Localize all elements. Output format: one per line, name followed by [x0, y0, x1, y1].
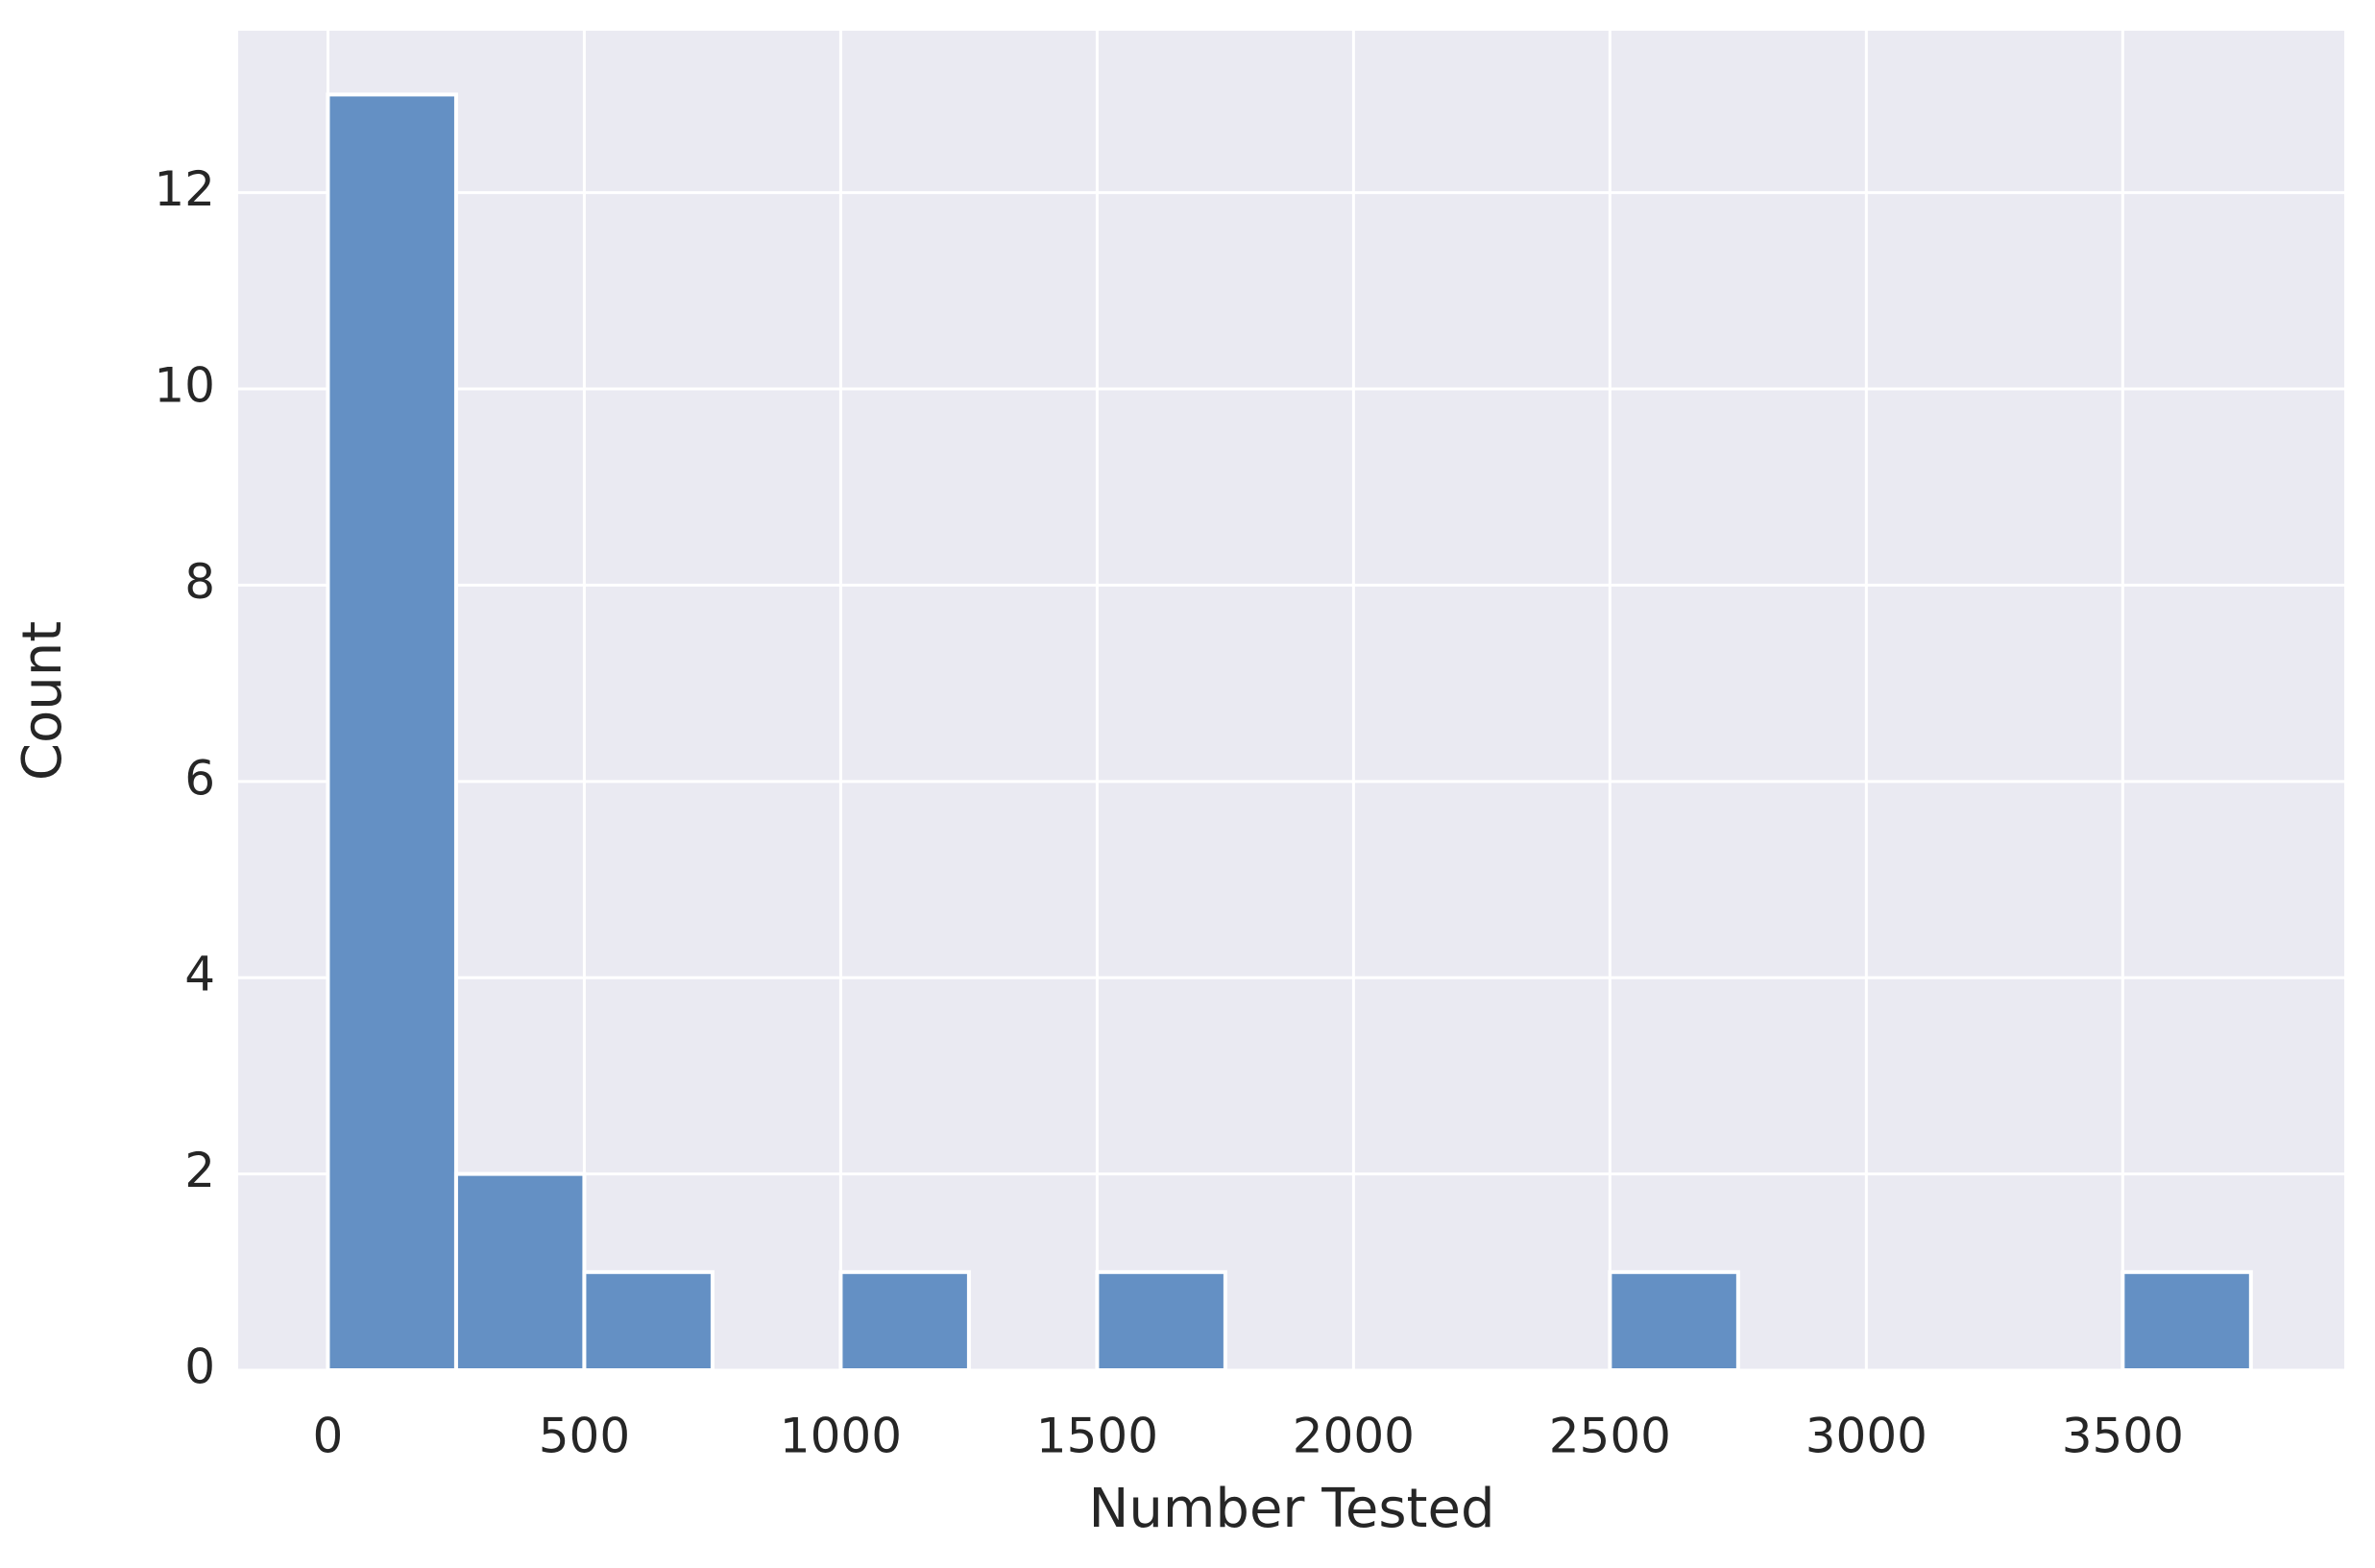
x-tick-label: 500 [539, 1409, 630, 1464]
grid [238, 31, 2344, 1372]
plot-area [238, 31, 2344, 1370]
y-tick-label: 0 [184, 1339, 215, 1395]
bar [453, 1171, 587, 1372]
x-tick-label: 1500 [1036, 1409, 1158, 1464]
bar [1608, 1269, 1740, 1373]
x-tick-label: 1000 [780, 1409, 902, 1464]
y-tick-label: 8 [184, 554, 215, 610]
y-tick-label: 4 [184, 947, 215, 1002]
y-tick-label: 2 [184, 1143, 215, 1198]
x-tick-label: 3500 [2062, 1409, 2184, 1464]
x-tick-label: 0 [313, 1409, 344, 1464]
x-tick-label: 2500 [1549, 1409, 1671, 1464]
bar [2121, 1269, 2253, 1373]
x-tick-label: 3000 [1805, 1409, 1927, 1464]
y-axis-label: Count [12, 621, 74, 781]
bar [1095, 1269, 1227, 1373]
y-tick-label: 12 [154, 161, 215, 217]
y-tick-label: 6 [184, 750, 215, 806]
bars [326, 92, 2253, 1373]
x-tick-label: 2000 [1293, 1409, 1415, 1464]
bar [582, 1269, 715, 1373]
x-axis-label: Number Tested [1088, 1478, 1494, 1540]
bar [326, 92, 458, 1372]
y-tick-label: 10 [154, 358, 215, 414]
bar [838, 1269, 971, 1373]
